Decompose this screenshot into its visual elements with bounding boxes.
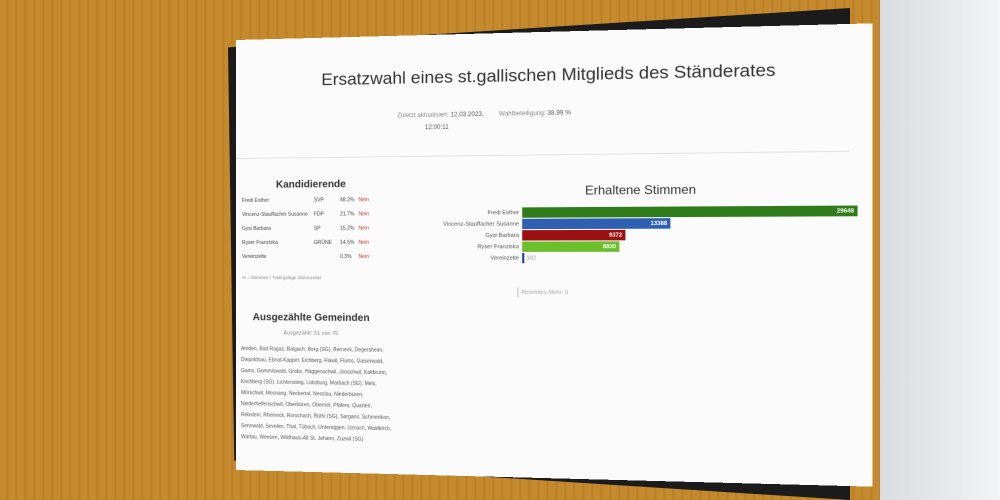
candidates-table: Fredi Esther SVP 48.2% Nein Vincenz-Stauffac… [242, 194, 373, 265]
cell: Vereinzelte [241, 253, 267, 261]
updated: Zuletzt aktualisiert: 12.03.2023, 12:00:… [397, 112, 484, 132]
wall [880, 0, 1000, 500]
cell: Nein [358, 197, 369, 204]
candidate-row: Fredi Esther SVP 48.2% Nein [242, 194, 373, 209]
separator [236, 150, 850, 159]
cell: 21.7% [340, 211, 355, 218]
category-label: Vincenz-Stauffacher Susanne [443, 221, 519, 227]
turnout-label: Wahlbeteiligung: [498, 110, 546, 118]
bar [522, 205, 858, 218]
turnout-value: 38.99 % [547, 110, 571, 117]
updated-date: 12.03.2023, [450, 111, 484, 119]
value-label: 29648 [837, 208, 854, 215]
note: % = Stimmen / Total gültige Stimmzettel [241, 275, 322, 281]
municipalities-title: Ausgezählte Gemeinden [252, 312, 370, 325]
cell: Nein [358, 253, 369, 261]
cell: SVP [313, 197, 324, 204]
cell: Nein [358, 211, 369, 218]
cell: GRÜNE [313, 239, 332, 246]
screen: Ersatzwahl eines st.gallischen Mitglieds… [236, 23, 873, 487]
cell: Fredi Esther [241, 197, 269, 204]
bar [522, 218, 671, 230]
value-label: 9372 [609, 232, 622, 238]
municipalities-list: Amden, Bad Ragaz, Balgach, Berg (SG), Be… [240, 346, 392, 443]
candidate-row: Gysi Barbara SP 15.2% Nein [242, 222, 373, 237]
bar [522, 252, 525, 264]
cell [314, 251, 340, 265]
cell: 48.2% [340, 197, 355, 204]
updated-label: Zuletzt aktualisiert: [397, 112, 449, 120]
cell: 15.2% [340, 225, 355, 232]
cell: FDP [313, 211, 324, 218]
category-label: Gysi Barbara [485, 233, 520, 239]
chart: Fredi Esther 29648 Vincenz-Stauffacher Sus… [443, 205, 858, 336]
bar [522, 229, 626, 241]
updated-time: 12:00:11 [424, 124, 449, 132]
cell: Ryser Franziska [241, 239, 278, 246]
turnout: Wahlbeteiligung: 38.99 % [499, 110, 571, 117]
category-label: Fredi Esther [488, 210, 520, 216]
value-label: 13388 [650, 221, 667, 227]
page-title: Ersatzwahl eines st.gallischen Mitglieds… [321, 59, 776, 90]
category-label: Vereinzelte [490, 255, 519, 261]
cell: 14.5% [340, 239, 355, 246]
cell: SP [313, 225, 321, 232]
candidates-title: Kandidierende [275, 178, 346, 191]
cell: 0.3% [340, 253, 352, 261]
candidate-row: Ryser Franziska GRÜNE 14.5% Nein [242, 237, 373, 251]
value-label: 192 [526, 255, 536, 261]
category-label: Ryser Franziska [477, 244, 520, 250]
candidate-row: Vereinzelte 0.3% Nein [242, 251, 373, 265]
value-label: 8830 [603, 244, 616, 250]
cell: Gysi Barbara [241, 225, 271, 232]
cell: Vincenz-Stauffacher Susanne [241, 211, 308, 218]
candidate-row: Vincenz-Stauffacher Susanne FDP 21.7% Nein [242, 208, 373, 223]
cell: Nein [358, 239, 369, 246]
cell: Nein [358, 225, 369, 232]
bar [522, 241, 620, 252]
annotation: Absolutes Mehr: 0 [521, 290, 568, 296]
municipalities-count: Ausgezählt: 51 von 75 [283, 330, 339, 338]
